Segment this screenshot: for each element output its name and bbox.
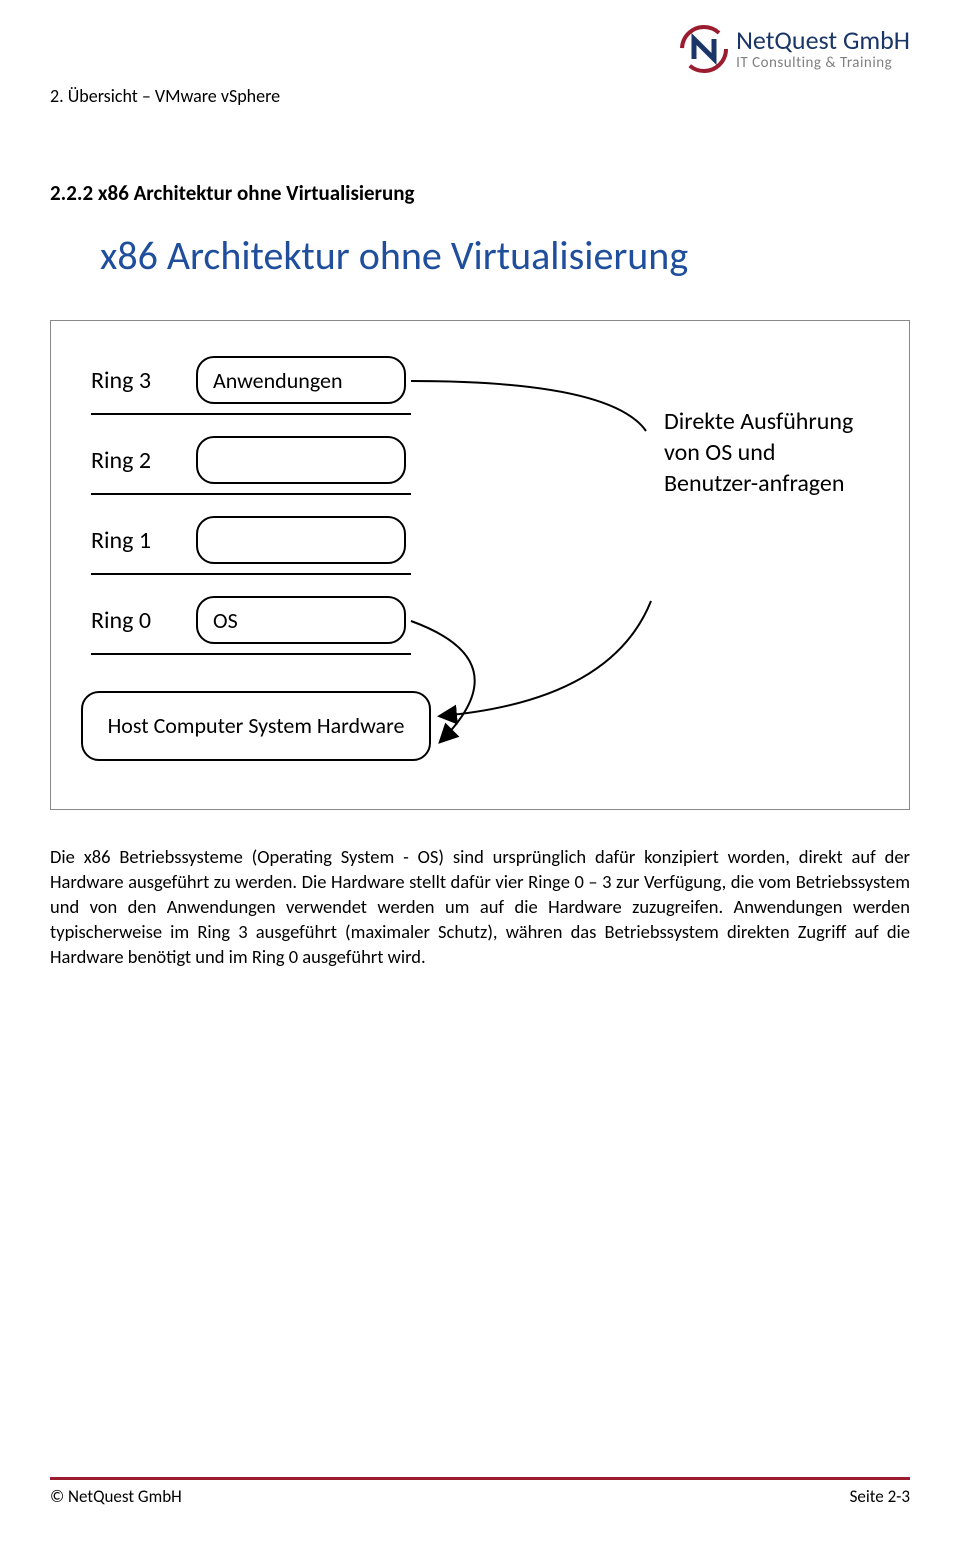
logo-text: NetQuest GmbH IT Consulting & Training	[736, 26, 910, 71]
slide-title: x86 Architektur ohne Virtualisierung	[100, 231, 910, 280]
architecture-diagram: Ring 3 Anwendungen Ring 2 Ring 1 Ring 0 …	[50, 320, 910, 810]
footer-page-number: Seite 2-3	[850, 1486, 910, 1507]
logo-name: NetQuest GmbH	[736, 26, 910, 55]
page-footer: © NetQuest GmbH Seite 2-3	[50, 1477, 910, 1507]
logo-icon	[680, 25, 728, 73]
section-heading: 2.2.2 x86 Architektur ohne Virtualisieru…	[50, 180, 910, 206]
footer-copyright: © NetQuest GmbH	[50, 1486, 182, 1507]
body-paragraph: Die x86 Betriebssysteme (Operating Syste…	[50, 845, 910, 970]
diagram-arrows	[51, 321, 911, 811]
main-content: 2.2.2 x86 Architektur ohne Virtualisieru…	[50, 180, 910, 970]
footer-row: © NetQuest GmbH Seite 2-3	[50, 1486, 910, 1507]
logo-tagline: IT Consulting & Training	[736, 55, 910, 72]
footer-divider	[50, 1477, 910, 1480]
page-header: 2. Übersicht – VMware vSphere NetQuest G…	[50, 25, 910, 107]
header-title: 2. Übersicht – VMware vSphere	[50, 85, 280, 107]
company-logo: NetQuest GmbH IT Consulting & Training	[680, 25, 910, 73]
